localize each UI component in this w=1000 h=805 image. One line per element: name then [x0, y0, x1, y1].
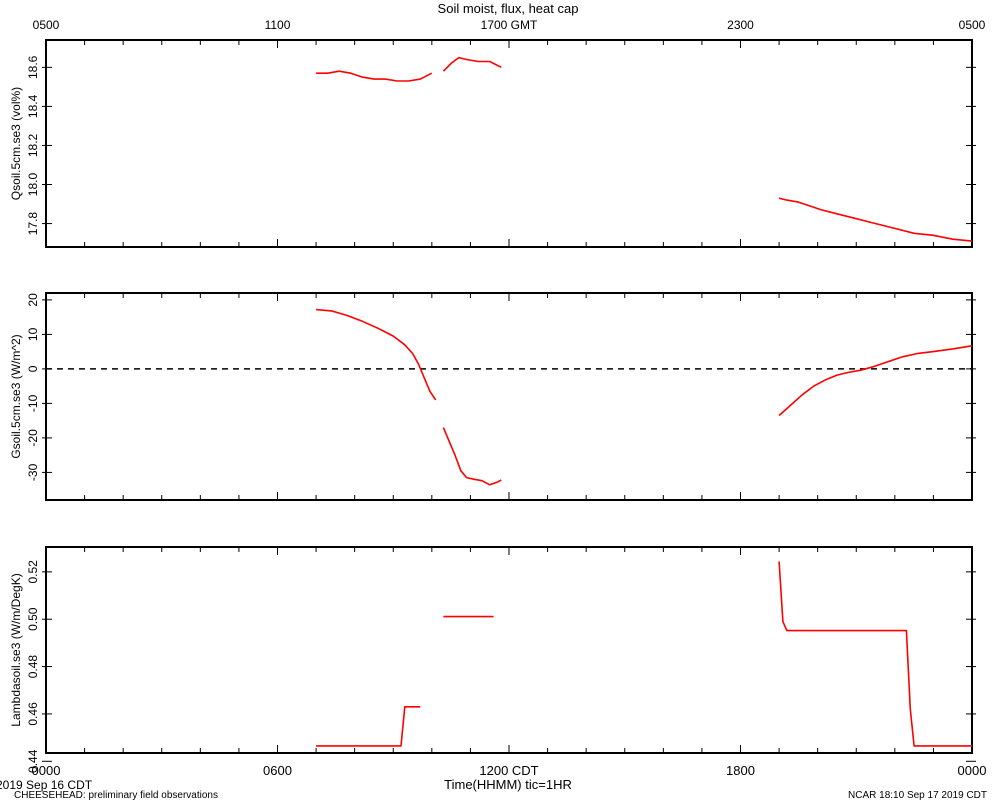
top-axis-label: 1700 GMT: [481, 18, 538, 32]
top-axis-label: 2300: [727, 18, 754, 32]
y-tick-label: 18.4: [26, 94, 40, 118]
panel-frame: [45, 39, 973, 248]
top-axis-label: 0500: [959, 18, 986, 32]
series-line-segment: [778, 345, 973, 417]
y-tick-label: 0.50: [26, 607, 40, 631]
series-line-segment: [316, 70, 433, 82]
panel-frame: [45, 292, 973, 501]
chart-title: Soil moist, flux, heat cap: [438, 1, 579, 16]
y-tick-label: -10: [26, 394, 40, 412]
series-line-segment: [778, 561, 972, 747]
top-axis-label: 0500: [33, 18, 60, 32]
y-tick-label: 20: [26, 293, 40, 307]
y-tick-label: 0.46: [26, 702, 40, 726]
panel-middle: -30 -20 -10 0 10 20 Gsoil.5cm.se3 (W/m^2): [9, 292, 976, 501]
y-tick-label: 18.6: [26, 55, 40, 79]
footer-project: CHEESEHEAD: preliminary field observatio…: [14, 790, 218, 801]
y-tick-label: 18.0: [26, 173, 40, 197]
panel-frame: [45, 546, 973, 754]
footer-date: 2019 Sep 16 CDT: [0, 778, 93, 792]
bottom-axis-label: 0600: [263, 763, 292, 778]
series-line-segment: [778, 197, 973, 242]
series-line-segment: [442, 56, 502, 72]
y-tick-label: 0.48: [26, 655, 40, 679]
top-time-axis: 0500 1100 1700 GMT 2300 0500: [33, 18, 986, 32]
bottom-axis-label: 1800: [726, 763, 755, 778]
bottom-axis-label: 0000: [32, 763, 61, 778]
y-tick-label: 0.44: [26, 749, 40, 773]
x-axis-label: Time(HHMM) tic=1HR: [444, 777, 572, 792]
y-tick-label: 0: [26, 365, 40, 372]
y-tick-label: 17.8: [26, 212, 40, 236]
y-tick-label: 18.2: [26, 133, 40, 157]
top-axis-label: 1100: [265, 18, 291, 32]
y-axis-label: Qsoil.5cm.se3 (vol%): [9, 87, 23, 200]
series-line-segment: [316, 308, 437, 401]
y-tick-label: -20: [26, 429, 40, 447]
bottom-axis-label: 1200 CDT: [479, 763, 538, 778]
y-axis-label: Gsoil.5cm.se3 (W/m^2): [9, 334, 23, 458]
y-axis-label: Lambdasoil.se3 (W/m/DegK): [9, 573, 23, 726]
y-tick-label: -30: [26, 463, 40, 481]
bottom-axis-label: 0000: [958, 763, 987, 778]
series-line-segment: [316, 705, 421, 747]
footer-credit: NCAR 18:10 Sep 17 2019 CDT: [848, 790, 987, 801]
bottom-time-axis: 0000 0600 1200 CDT 1800 0000: [32, 763, 987, 778]
y-tick-label: 10: [26, 327, 40, 341]
y-tick-label: 0.52: [26, 560, 40, 584]
series-line-segment: [442, 427, 502, 486]
